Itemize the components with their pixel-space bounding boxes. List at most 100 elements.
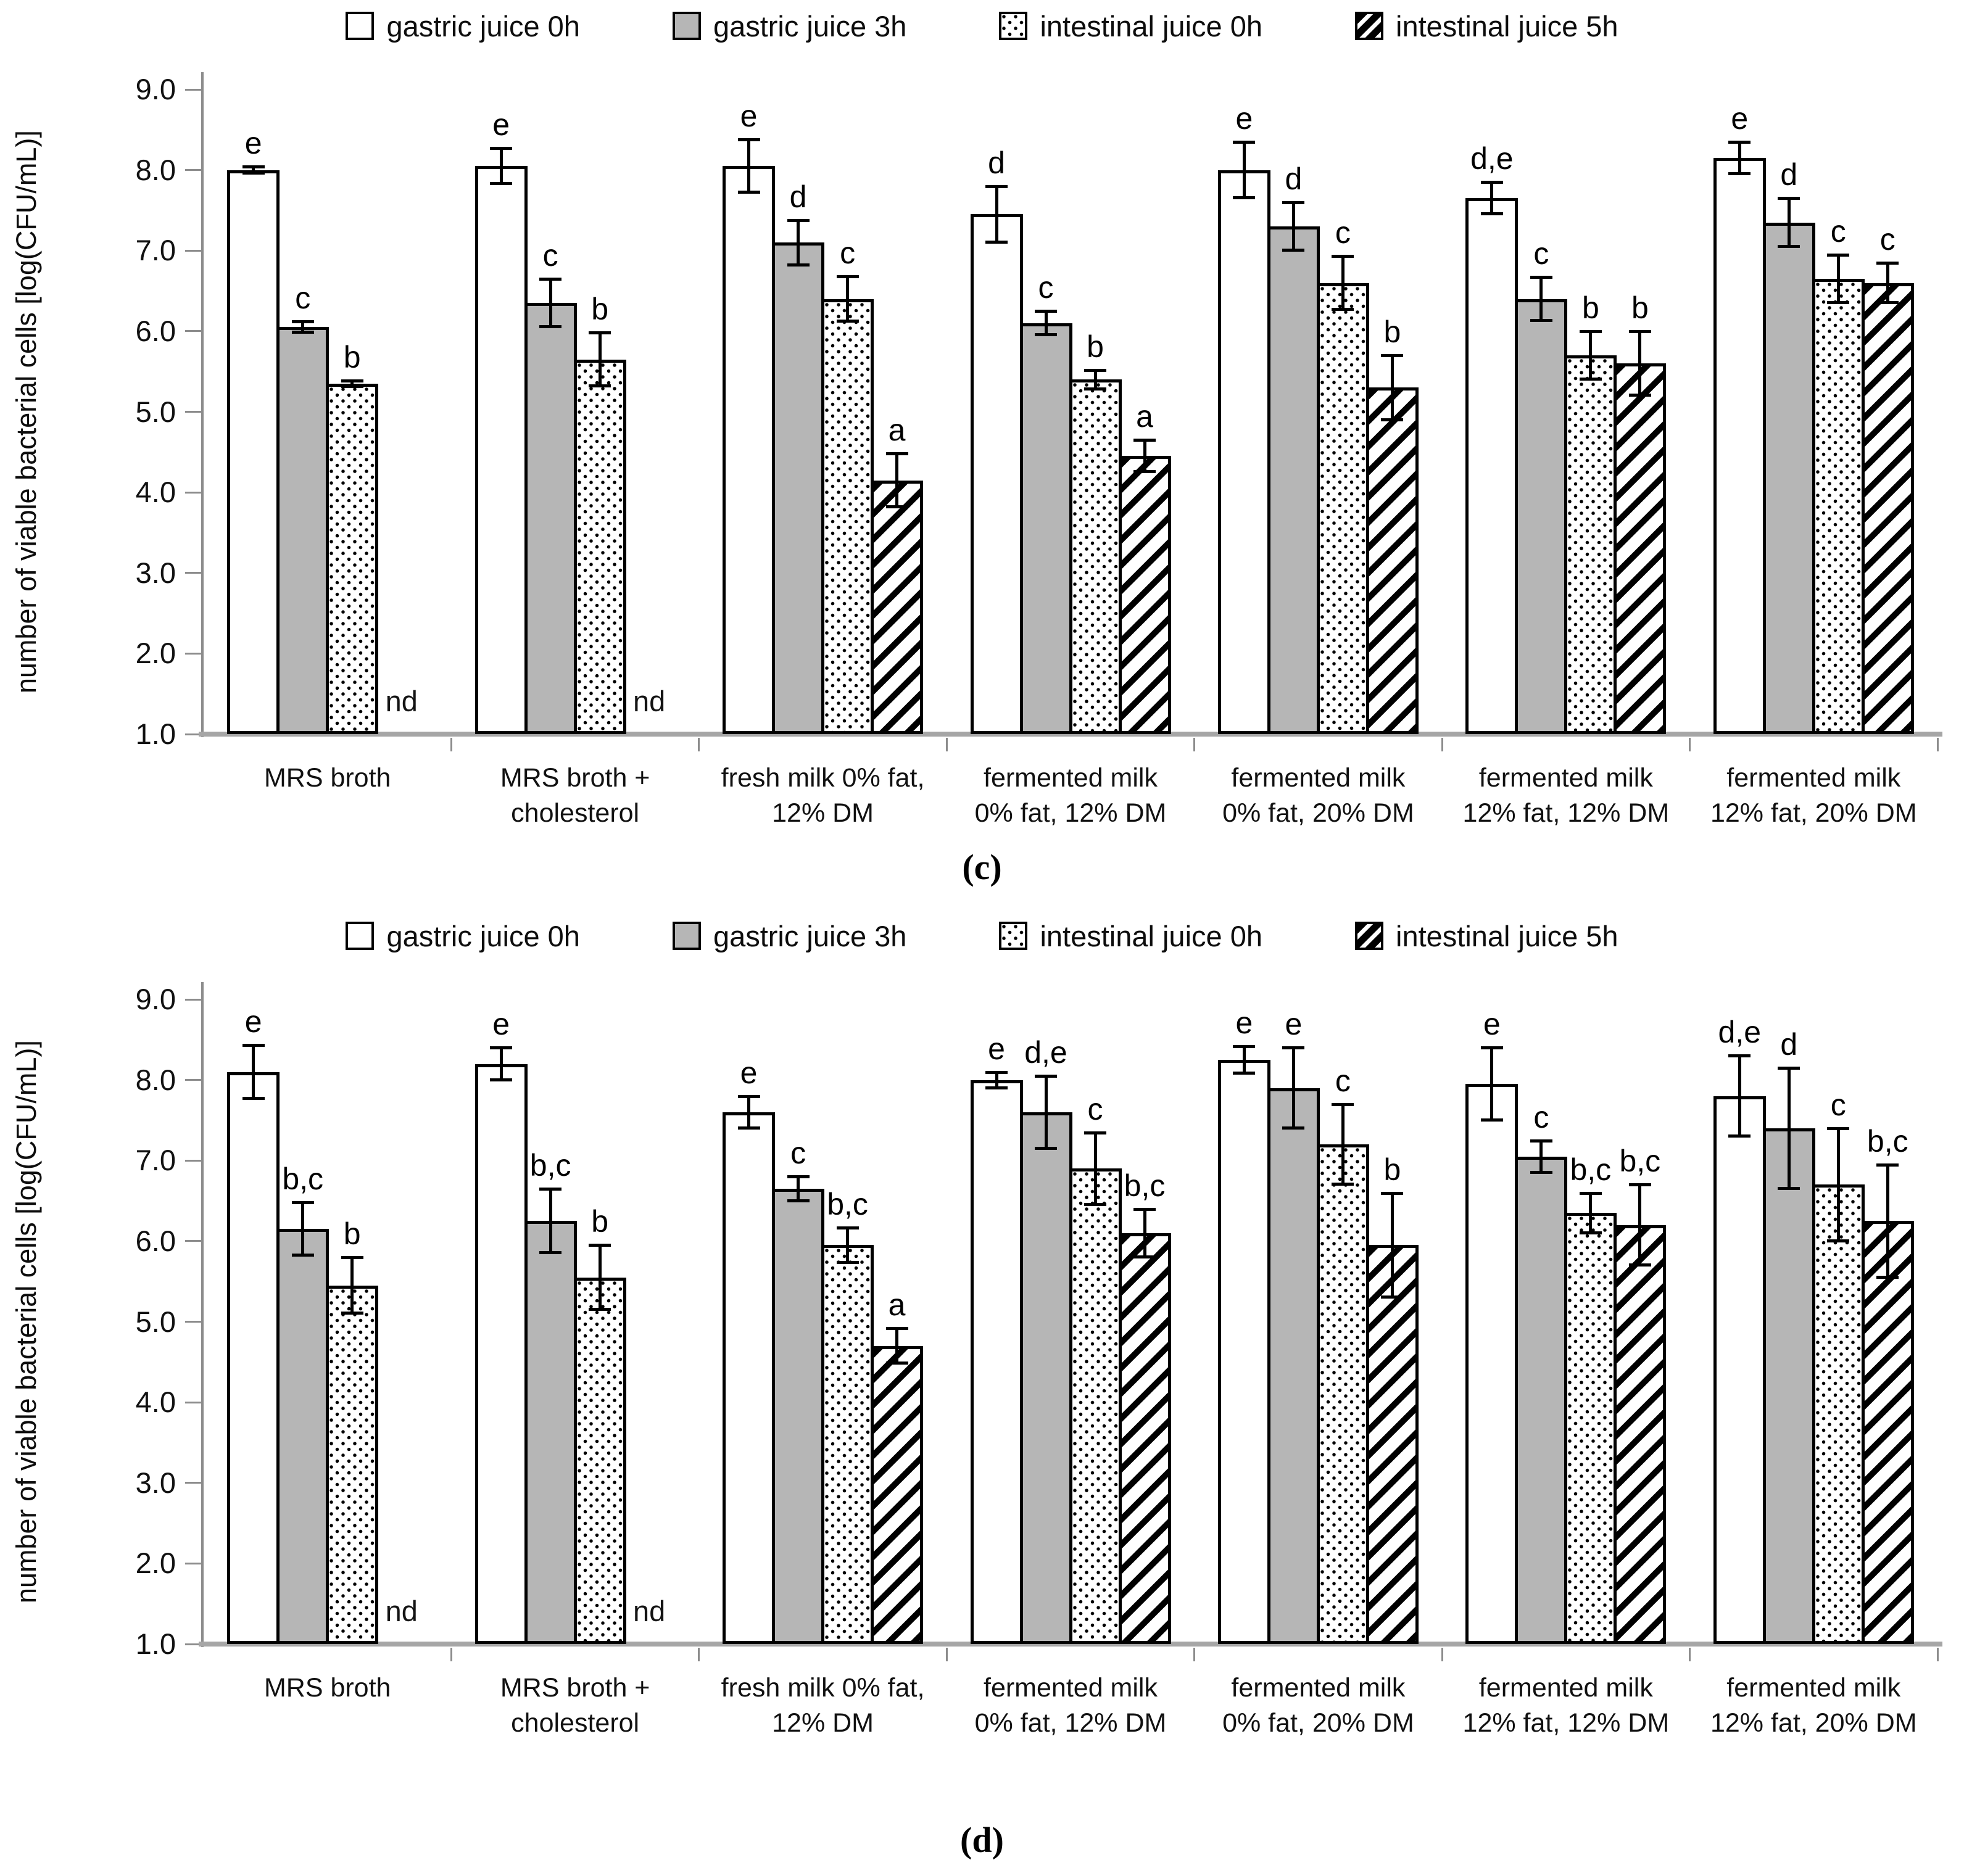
- legend-item: gastric juice 0h: [346, 919, 580, 953]
- significance-letter: b,c: [1619, 1144, 1661, 1179]
- x-category-label: MRS broth + cholesterol: [451, 761, 698, 831]
- x-category-line: 0% fat, 20% DM: [1222, 1708, 1414, 1738]
- x-category-line: MRS broth: [263, 1673, 391, 1703]
- y-tick: [185, 491, 201, 494]
- error-bar-cap: [539, 1251, 562, 1255]
- bar: [1267, 1088, 1320, 1644]
- error-bar: [1738, 141, 1741, 175]
- x-category-label: MRS broth + cholesterol: [451, 1671, 698, 1741]
- significance-letter: e: [1235, 1005, 1253, 1040]
- bar: [1713, 1096, 1766, 1644]
- error-bar-cap: [1876, 301, 1899, 305]
- legend-label: intestinal juice 0h: [1040, 919, 1262, 952]
- error-bar: [598, 1245, 602, 1310]
- x-category-line: fermented milk: [1478, 763, 1653, 793]
- error-bar-cap: [490, 181, 513, 185]
- error-bar: [1341, 256, 1345, 310]
- error-bar-cap: [1728, 1134, 1751, 1138]
- x-category-line: 12% fat, 12% DM: [1462, 798, 1670, 828]
- significance-letter: c: [1533, 1099, 1549, 1134]
- error-bar-cap: [291, 331, 314, 334]
- x-category-line: 0% fat, 20% DM: [1222, 798, 1414, 828]
- bar: [1365, 1245, 1419, 1644]
- error-bar-cap: [885, 452, 908, 456]
- significance-letter: b: [1581, 290, 1599, 325]
- bar: [1217, 1059, 1270, 1644]
- significance-letter: b: [591, 1204, 609, 1239]
- y-tick: [185, 249, 201, 252]
- error-bar-cap: [1133, 1255, 1156, 1258]
- error-bar-cap: [1035, 1075, 1057, 1078]
- y-tick: [185, 411, 201, 413]
- error-bar-cap: [1282, 200, 1305, 204]
- y-tick-label: 8.0: [135, 153, 176, 186]
- error-bar-cap: [1778, 244, 1800, 248]
- error-bar: [895, 453, 899, 507]
- error-bar-cap: [1728, 1054, 1751, 1058]
- error-bar: [1044, 311, 1048, 336]
- y-tick-label: 7.0: [135, 234, 176, 267]
- error-bar-cap: [539, 325, 562, 329]
- y-tick-label: 2.0: [135, 637, 176, 670]
- y-tick-label: 3.0: [135, 1466, 176, 1499]
- error-bar: [747, 1096, 751, 1128]
- y-tick: [185, 1643, 201, 1645]
- error-bar: [1143, 1209, 1146, 1257]
- x-axis-group-tick: [1936, 1648, 1939, 1661]
- hatch-swatch-icon: [1355, 12, 1383, 40]
- significance-letter: e: [988, 1031, 1005, 1066]
- error-bar: [1093, 1132, 1097, 1205]
- error-bar-cap: [291, 1254, 314, 1257]
- y-tick: [185, 1321, 201, 1323]
- error-bar: [1143, 440, 1146, 473]
- significance-letter: b: [591, 292, 609, 327]
- significance-letter: b,c: [1867, 1123, 1908, 1159]
- bar: [573, 1277, 626, 1644]
- x-category-label: fermented milk 12% fat, 20% DM: [1690, 761, 1937, 831]
- bar: [1019, 1112, 1072, 1644]
- x-axis-group-tick: [945, 1648, 948, 1661]
- bar: [524, 1221, 577, 1644]
- y-tick: [185, 1079, 201, 1081]
- y-axis-label: number of viable bacterial cells [log(CF…: [10, 1040, 42, 1603]
- error-bar-cap: [836, 1226, 859, 1229]
- error-bar-cap: [1133, 439, 1156, 442]
- x-axis-group-tick: [1689, 738, 1691, 751]
- bar: [1118, 456, 1171, 734]
- x-axis-labels: MRS broth MRS broth + cholesterol fresh mil…: [204, 761, 1937, 831]
- x-axis-line: [199, 732, 1942, 737]
- error-bar-cap: [1233, 196, 1256, 200]
- significance-letter: e: [244, 126, 262, 161]
- significance-letter: e: [740, 1055, 758, 1090]
- significance-letter: b: [1383, 315, 1401, 350]
- error-bar-cap: [1876, 1163, 1899, 1167]
- error-bar: [797, 1176, 800, 1201]
- error-bar: [1539, 1140, 1543, 1173]
- error-bar-cap: [589, 384, 611, 387]
- significance-letter: c: [1335, 1063, 1351, 1098]
- significance-letter: b,c: [529, 1147, 571, 1183]
- error-bar-cap: [1084, 368, 1106, 372]
- bar: [326, 383, 379, 734]
- error-bar-cap: [1778, 197, 1800, 200]
- error-bar-cap: [885, 1326, 908, 1330]
- error-bar-cap: [1628, 1183, 1651, 1187]
- error-bar-cap: [1381, 418, 1404, 421]
- bar: [1861, 283, 1914, 734]
- significance-letter: c: [1533, 236, 1549, 271]
- error-bar-cap: [1530, 276, 1552, 279]
- bar: [474, 1064, 528, 1644]
- error-bar: [1638, 331, 1642, 396]
- bar: [227, 1072, 280, 1644]
- error-bar-cap: [737, 1094, 760, 1098]
- bar: [276, 1229, 329, 1644]
- error-bar-cap: [1332, 1102, 1354, 1106]
- error-bar-cap: [490, 1046, 513, 1050]
- error-bar-cap: [1579, 329, 1602, 333]
- bar: [1515, 299, 1568, 734]
- bar: [1614, 1225, 1667, 1644]
- significance-letter: b: [1087, 329, 1104, 364]
- legend-item: intestinal juice 0h: [999, 919, 1262, 953]
- legend-item: intestinal juice 0h: [999, 9, 1262, 43]
- plain-swatch-icon: [346, 922, 375, 950]
